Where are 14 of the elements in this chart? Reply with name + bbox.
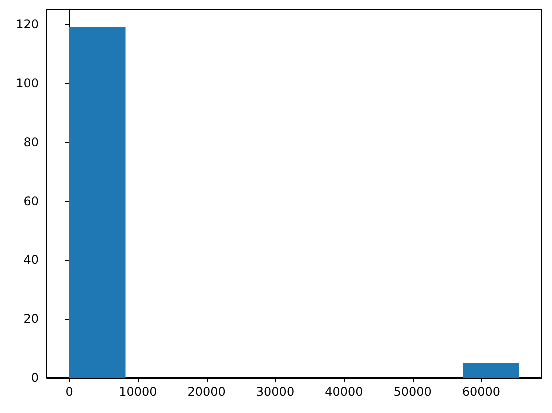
y-tick-label: 20 [24, 312, 39, 326]
x-tick-label: 40000 [325, 385, 364, 399]
y-tick-label: 0 [31, 371, 39, 385]
y-tick-label: 100 [16, 76, 39, 90]
y-tick-label: 40 [24, 253, 39, 268]
x-tick-label: 60000 [462, 385, 501, 399]
x-tick-label: 30000 [256, 385, 295, 399]
x-tick-label: 50000 [394, 385, 432, 399]
x-tick-label: 10000 [119, 385, 158, 399]
x-tick-label: 0 [66, 385, 74, 399]
y-tick-label: 120 [16, 18, 39, 32]
y-tick-label: 80 [24, 135, 39, 150]
y-tick-label: 60 [24, 194, 39, 208]
x-tick-label: 20000 [188, 385, 226, 399]
